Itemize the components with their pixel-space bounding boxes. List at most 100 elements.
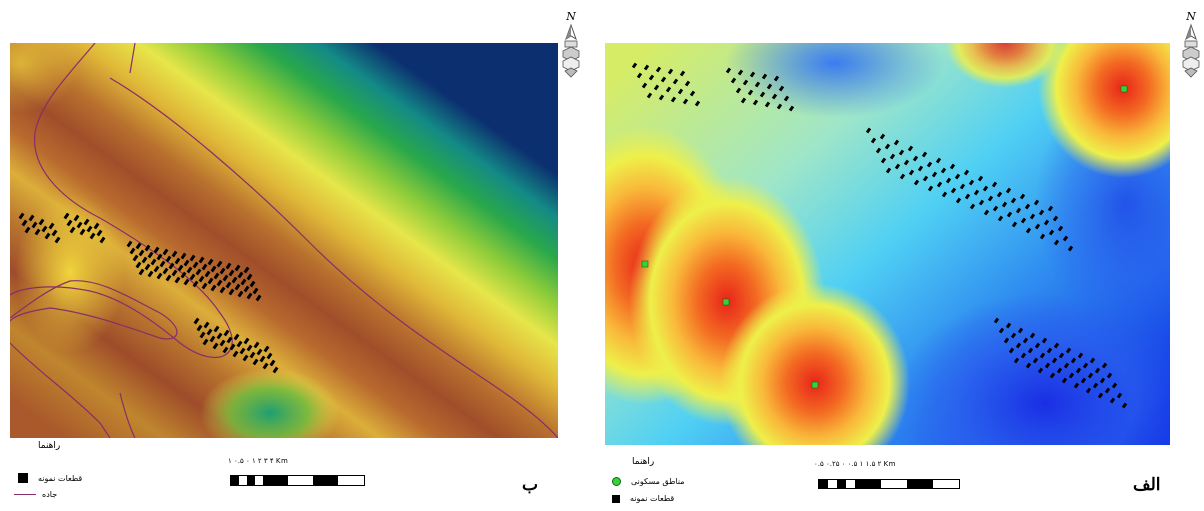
sample-plot-marker [771, 93, 778, 100]
sample-plot-marker [89, 232, 96, 240]
sample-plot-marker [243, 266, 250, 274]
sample-plot-marker [677, 88, 684, 95]
sample-plot-marker [1075, 367, 1082, 374]
sample-plot-marker [1001, 201, 1008, 208]
sample-plot-marker [752, 99, 759, 106]
sample-plot-marker [921, 151, 928, 158]
sample-plot-marker [73, 214, 80, 222]
sample-plot-marker [653, 84, 660, 91]
sample-plot-marker [156, 272, 163, 280]
sample-plot-marker [209, 335, 216, 343]
sample-plot-marker [216, 332, 223, 340]
sample-plot-marker [54, 236, 61, 244]
sample-plot-marker [1015, 207, 1022, 214]
sample-plot-marker [870, 137, 877, 144]
sample-plot-marker [894, 163, 901, 170]
legend-title-left: راهنما [38, 441, 61, 451]
sample-plot-marker [153, 246, 160, 254]
sample-plot-marker [156, 253, 163, 261]
sample-plot-marker [183, 259, 190, 267]
sample-plot-marker [1089, 357, 1096, 364]
sample-plot-marker [252, 358, 259, 366]
sample-plot-marker [83, 218, 90, 226]
sample-plot-marker [135, 261, 142, 269]
sample-plot-marker [204, 270, 211, 278]
sample-plot-marker [689, 90, 696, 97]
sample-plot-marker [1034, 223, 1041, 230]
sample-plot-marker [959, 183, 966, 190]
sample-plot-marker [893, 139, 900, 146]
sample-plot-marker [987, 195, 994, 202]
sample-plot-marker [907, 145, 914, 152]
legend-item-road-left: جاده [14, 490, 57, 499]
sample-plot-marker [1010, 332, 1017, 339]
sample-plot-marker [1019, 193, 1026, 200]
sample-plot-marker [165, 274, 172, 282]
sample-plot-marker [246, 344, 253, 352]
sample-plot-marker [252, 287, 259, 295]
sample-plot-marker [1005, 187, 1012, 194]
sample-plot-marker [1027, 347, 1034, 354]
sample-plot-marker [222, 274, 229, 282]
sample-plot-marker [226, 336, 233, 344]
sample-plot-marker [935, 157, 942, 164]
sample-plot-marker [1029, 213, 1036, 220]
sample-plot-marker [231, 276, 238, 284]
sample-plot-marker [242, 354, 249, 362]
sample-plot-marker [1087, 372, 1094, 379]
sample-plot-marker [240, 278, 247, 286]
sample-plot-marker [203, 321, 210, 329]
sample-plot-marker [1080, 377, 1087, 384]
sample-plot-marker [171, 269, 178, 277]
sample-plot-marker [177, 264, 184, 272]
sample-plot-marker [969, 203, 976, 210]
sample-plot-marker [246, 292, 253, 300]
sample-plot-marker [945, 177, 952, 184]
sample-plot-marker [1063, 362, 1070, 369]
sample-plot-marker [213, 272, 220, 280]
scale-bar-left [230, 475, 365, 486]
sample-plot-marker [742, 79, 749, 86]
road-lines [10, 43, 558, 438]
sample-plot-marker [201, 263, 208, 271]
sample-plot-marker [192, 280, 199, 288]
legend-item-plots-right: قطعات نمونه [612, 494, 674, 503]
sample-plot-marker [1039, 233, 1046, 240]
sample-plot-marker [788, 105, 795, 112]
sample-plot-marker [1041, 337, 1048, 344]
north-arrow-right: N [1180, 10, 1202, 82]
sample-plot-marker [216, 260, 223, 268]
sample-plot-marker [262, 362, 269, 370]
sample-plots-left [18, 212, 279, 374]
sample-plot-marker [236, 340, 243, 348]
sample-plot-marker [749, 71, 756, 78]
sample-plot-marker [1121, 402, 1128, 409]
sample-plot-marker [908, 169, 915, 176]
sample-plot-marker [679, 70, 686, 77]
sample-plot-marker [670, 96, 677, 103]
sample-plot-marker [737, 69, 744, 76]
sample-plot-marker [1011, 221, 1018, 228]
sample-plot-marker [898, 149, 905, 156]
sample-plot-marker [926, 161, 933, 168]
sample-plot-marker [210, 265, 217, 273]
sample-plot-marker [1024, 203, 1031, 210]
sample-plot-marker [246, 273, 253, 281]
sample-plot-marker [216, 279, 223, 287]
sample-plot-marker [978, 199, 985, 206]
sample-plot-marker [735, 87, 742, 94]
sample-plot-marker [1003, 337, 1010, 344]
sample-plot-marker [941, 191, 948, 198]
north-arrow-icon [1182, 23, 1200, 78]
sample-plot-marker [1082, 362, 1089, 369]
sample-plot-marker [917, 165, 924, 172]
sample-plot-marker [96, 229, 103, 237]
sample-plot-marker [199, 331, 206, 339]
sample-plot-marker [922, 175, 929, 182]
sample-plot-marker [643, 64, 650, 71]
sample-plot-marker [253, 341, 260, 349]
sample-plot-marker [1111, 382, 1118, 389]
sample-plot-marker [1013, 357, 1020, 364]
sample-plot-marker [1033, 199, 1040, 206]
sample-plot-marker [1005, 322, 1012, 329]
